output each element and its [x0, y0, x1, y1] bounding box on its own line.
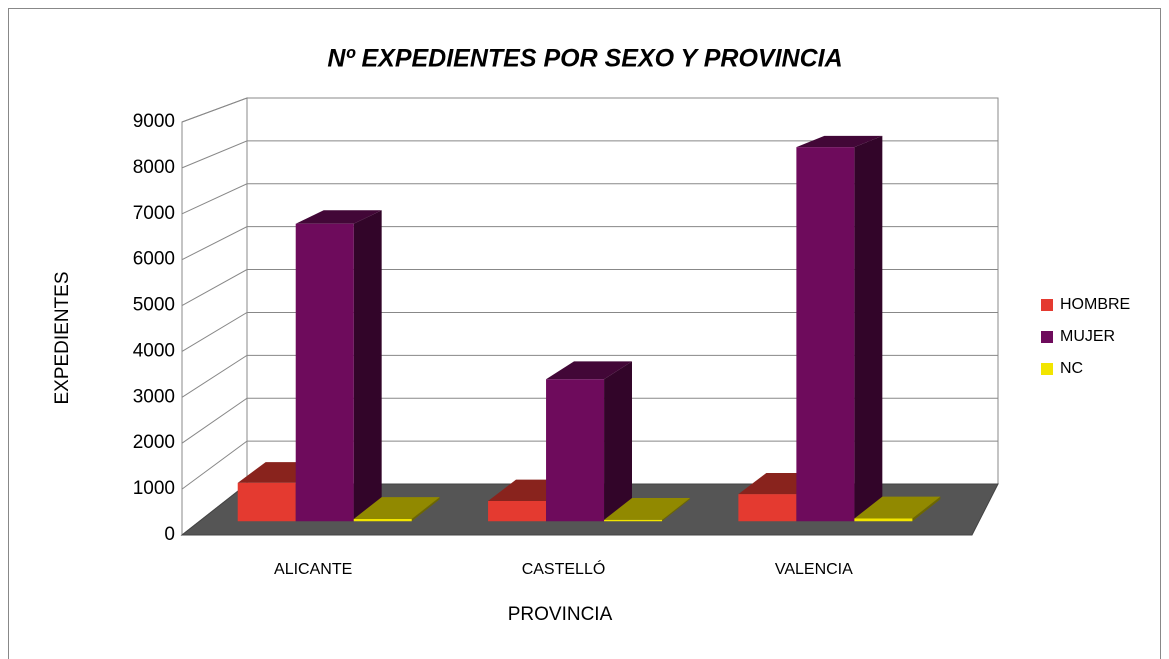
- y-tick-label: 7000: [133, 203, 175, 224]
- x-tick-label: CASTELLÓ: [522, 559, 606, 578]
- grid-line: [181, 354, 998, 398]
- bar: [353, 518, 412, 522]
- bar: [295, 223, 354, 522]
- bar-side: [411, 497, 440, 522]
- bar-side: [353, 210, 382, 522]
- y-axis-label: EXPEDIENTES: [52, 271, 73, 404]
- grid-line: [181, 226, 998, 261]
- grid-line: [181, 311, 998, 352]
- chart-title: Nº EXPEDIENTES POR SEXO Y PROVINCIA: [327, 45, 842, 73]
- bar-side: [662, 497, 690, 522]
- bar-top: [854, 496, 941, 519]
- y-tick-label: 6000: [133, 249, 175, 270]
- grid-line: [181, 183, 998, 215]
- bar: [237, 482, 296, 522]
- legend-swatch: [1041, 299, 1053, 311]
- y-tick-label: 8000: [133, 157, 175, 178]
- bar: [854, 518, 913, 522]
- legend-swatch: [1041, 331, 1053, 343]
- bar: [546, 379, 605, 522]
- legend-label: NC: [1060, 360, 1083, 377]
- grid-line: [181, 97, 998, 123]
- x-axis-label: PROVINCIA: [508, 604, 613, 625]
- bar-top: [546, 361, 632, 380]
- grid-line: [181, 397, 998, 444]
- bar: [488, 500, 547, 522]
- y-tick-label: 0: [164, 524, 175, 545]
- bar-side: [854, 135, 883, 522]
- bar-side: [912, 496, 941, 522]
- legend-label: HOMBRE: [1060, 296, 1130, 313]
- legend-label: MUJER: [1060, 328, 1115, 345]
- bar-top: [796, 135, 883, 148]
- grid-line: [181, 440, 998, 490]
- bar-side: [604, 361, 632, 522]
- grid-line: [181, 140, 998, 169]
- bar-top: [353, 497, 440, 519]
- y-tick-label: 5000: [133, 295, 175, 316]
- y-tick-label: 2000: [133, 432, 175, 453]
- bar: [738, 494, 797, 522]
- y-tick-label: 4000: [133, 340, 175, 361]
- y-tick-label: 1000: [133, 478, 175, 499]
- y-tick-label: 9000: [133, 111, 175, 132]
- bar: [604, 519, 663, 522]
- bar-top: [295, 210, 382, 224]
- x-tick-label: VALENCIA: [775, 561, 853, 578]
- legend-swatch: [1041, 363, 1053, 375]
- grid-line: [181, 269, 998, 306]
- bar: [796, 147, 855, 522]
- bar-top: [604, 497, 690, 520]
- y-tick-label: 3000: [133, 386, 175, 407]
- x-tick-label: ALICANTE: [274, 561, 352, 578]
